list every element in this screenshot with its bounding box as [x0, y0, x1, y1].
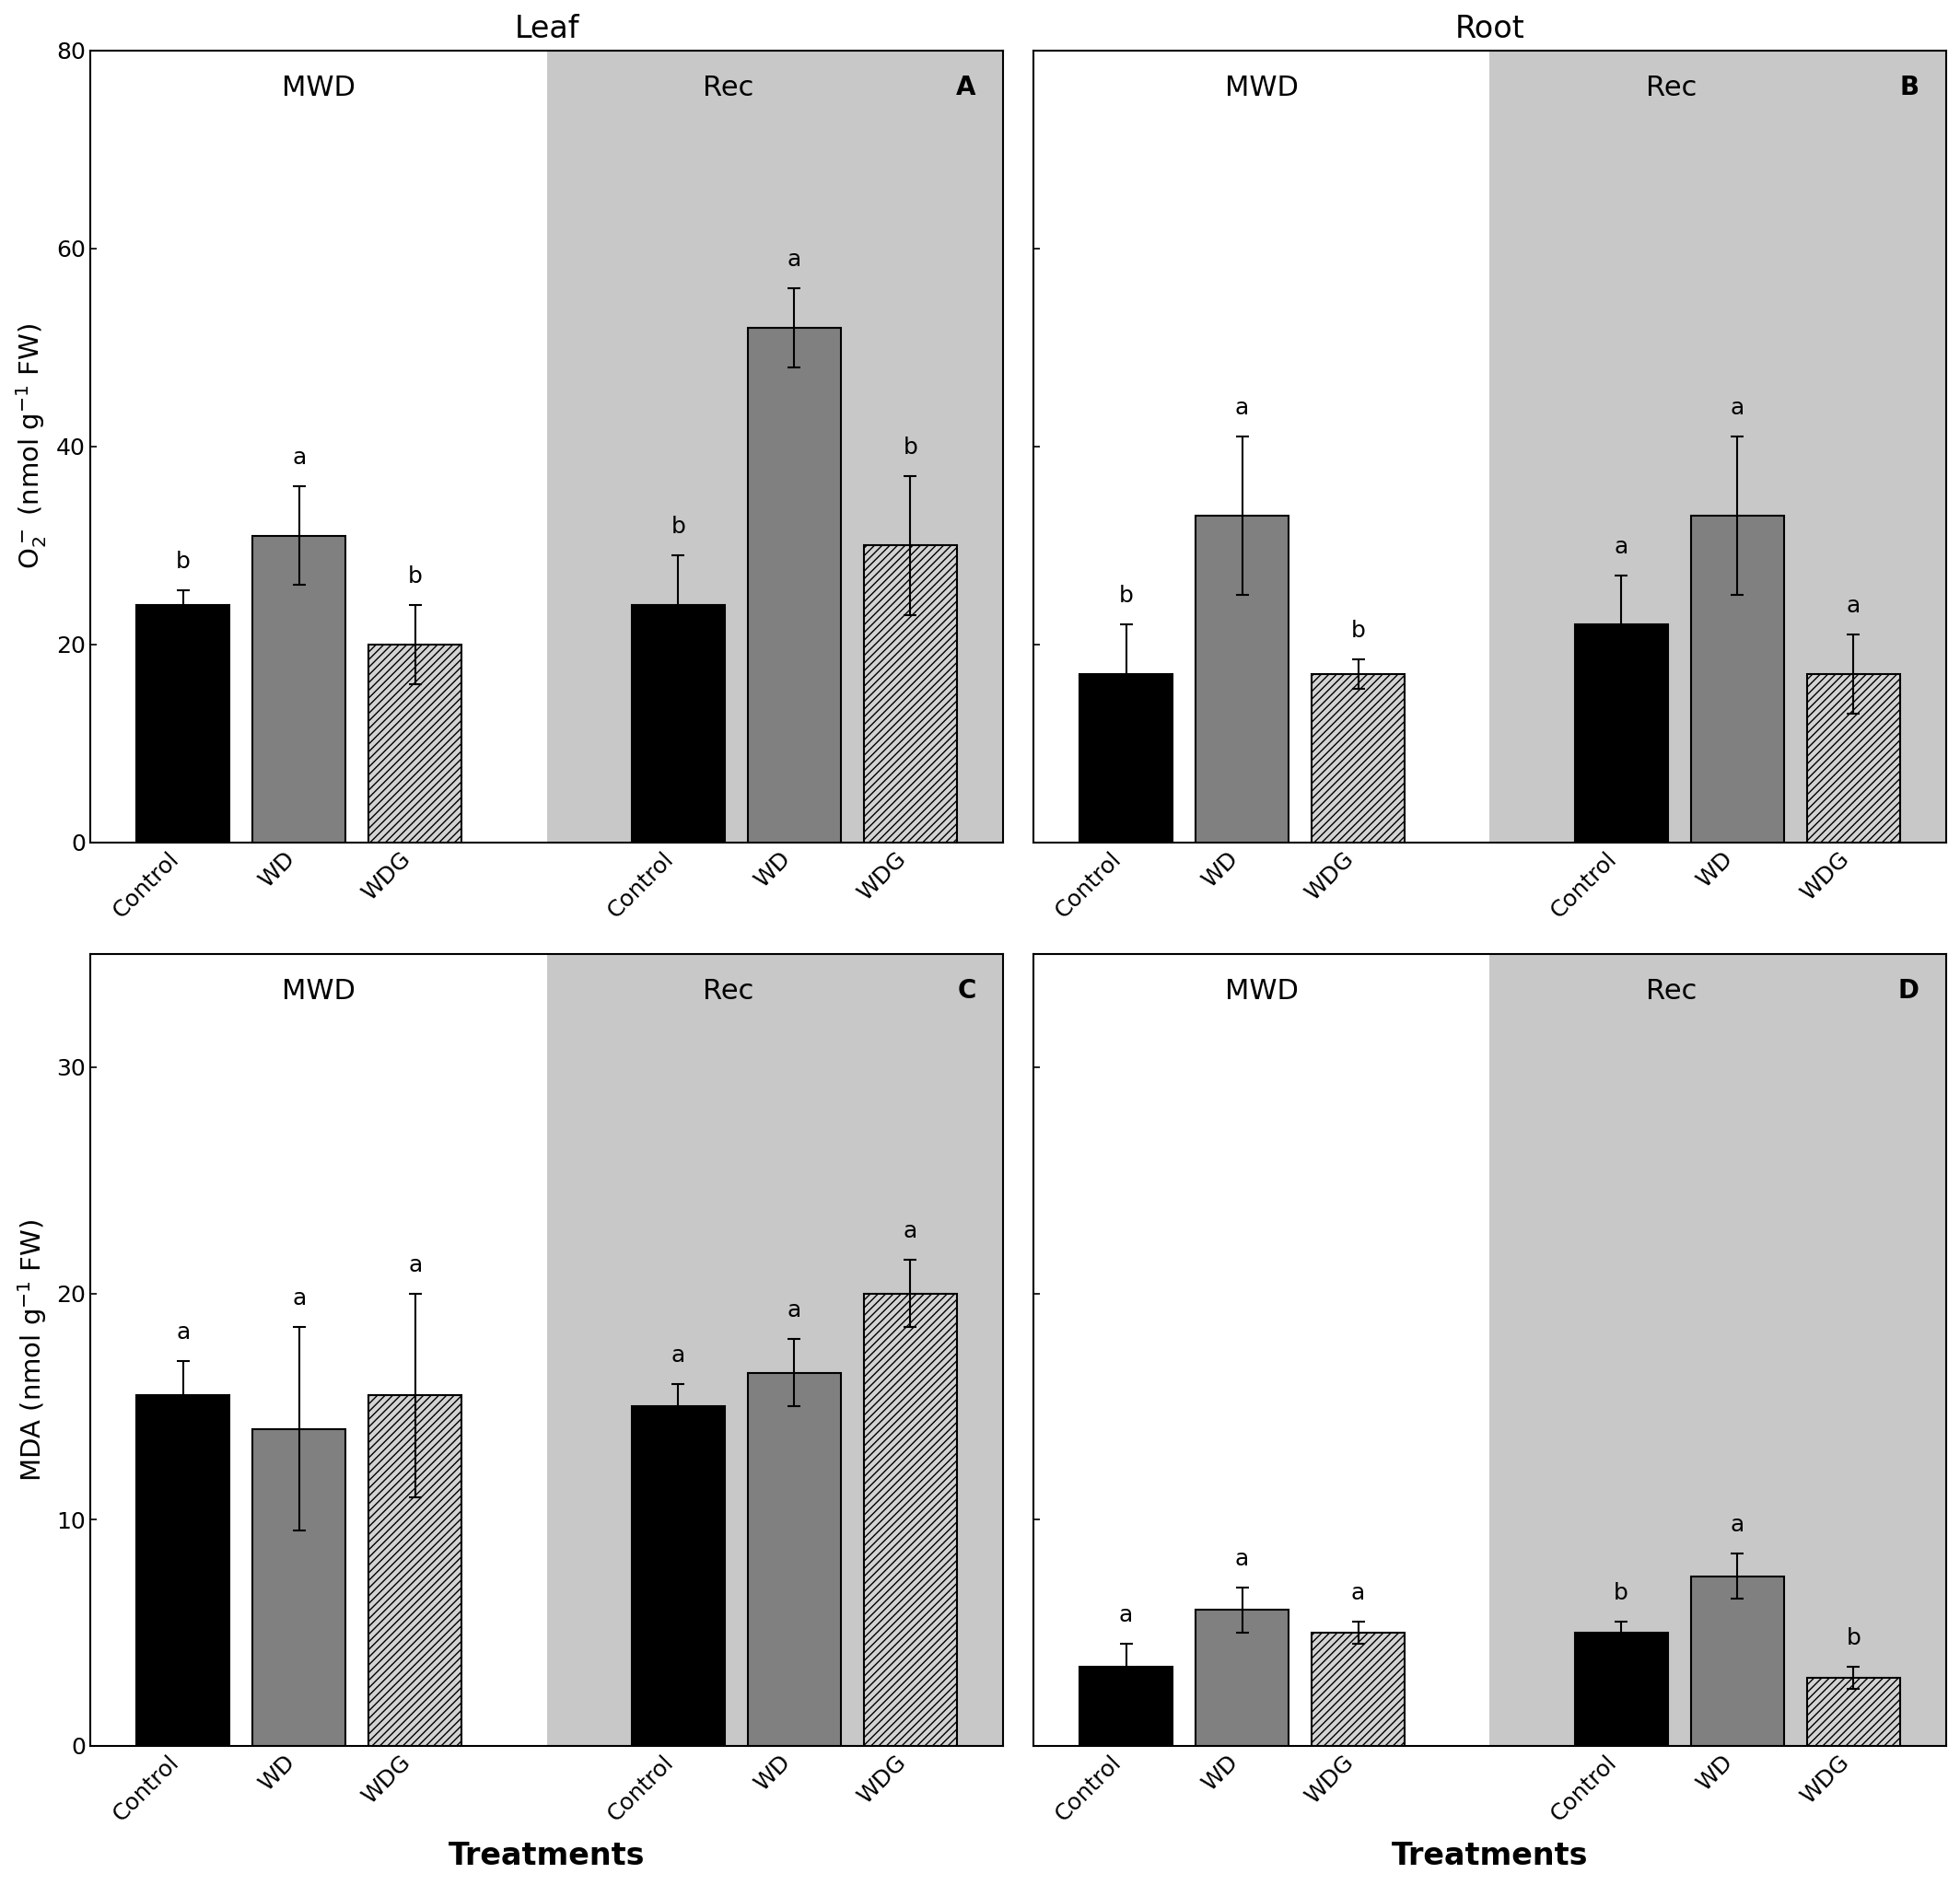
Text: MWD: MWD	[282, 74, 355, 102]
Bar	[1691, 516, 1784, 843]
X-axis label: Treatments: Treatments	[1392, 1842, 1588, 1872]
Text: B: B	[1899, 74, 1919, 100]
Text: A: A	[956, 74, 976, 100]
Bar	[631, 1406, 725, 1746]
Text: b: b	[408, 566, 423, 588]
Title: Leaf: Leaf	[514, 13, 580, 43]
Bar	[1807, 1678, 1899, 1746]
Text: D: D	[1897, 978, 1919, 1003]
Bar	[1574, 1632, 1668, 1746]
Text: Rec: Rec	[704, 74, 755, 102]
Text: MWD: MWD	[282, 978, 355, 1005]
Text: b: b	[1350, 620, 1366, 643]
Text: b: b	[1846, 1627, 1860, 1649]
Bar	[1196, 1610, 1288, 1746]
Text: Rec: Rec	[704, 978, 755, 1005]
Text: a: a	[1731, 398, 1744, 418]
Text: a: a	[1731, 1514, 1744, 1536]
Bar	[749, 328, 841, 843]
Text: C: C	[956, 978, 976, 1003]
Text: b: b	[1119, 584, 1133, 607]
Y-axis label: O$_2^-$ (nmol g$^{-1}$ FW): O$_2^-$ (nmol g$^{-1}$ FW)	[14, 324, 49, 569]
Text: a: a	[176, 1321, 190, 1344]
Text: b: b	[176, 550, 190, 573]
Bar	[1311, 1632, 1405, 1746]
Y-axis label: MDA (nmol g$^{-1}$ FW): MDA (nmol g$^{-1}$ FW)	[16, 1218, 49, 1482]
Text: a: a	[1119, 1604, 1133, 1627]
Bar	[1490, 954, 1960, 1746]
Text: a: a	[292, 447, 306, 469]
Bar	[1311, 675, 1405, 843]
X-axis label: Treatments: Treatments	[449, 1842, 645, 1872]
Bar	[547, 954, 1080, 1746]
Bar	[547, 51, 1080, 843]
Text: b: b	[1613, 1582, 1629, 1604]
Text: Rec: Rec	[1646, 74, 1697, 102]
Bar	[368, 1395, 463, 1746]
Text: a: a	[788, 1299, 802, 1321]
Bar	[137, 1395, 229, 1746]
Bar	[1490, 51, 1960, 843]
Text: MWD: MWD	[1225, 74, 1298, 102]
Bar	[749, 1372, 841, 1746]
Bar	[1080, 675, 1172, 843]
Text: Rec: Rec	[1646, 978, 1697, 1005]
Bar	[1807, 675, 1899, 843]
Text: a: a	[1615, 535, 1629, 558]
Text: a: a	[1235, 1548, 1249, 1570]
Text: a: a	[670, 1344, 686, 1367]
Text: a: a	[1235, 398, 1249, 418]
Bar	[1080, 1666, 1172, 1746]
Bar	[368, 645, 463, 843]
Text: b: b	[904, 437, 917, 458]
Bar	[864, 1293, 956, 1746]
Bar	[631, 605, 725, 843]
Bar	[864, 545, 956, 843]
Text: a: a	[292, 1287, 306, 1310]
Bar	[1196, 516, 1288, 843]
Text: MWD: MWD	[1225, 978, 1298, 1005]
Bar	[1691, 1576, 1784, 1746]
Bar	[1574, 624, 1668, 843]
Bar	[137, 605, 229, 843]
Text: b: b	[670, 516, 686, 537]
Text: a: a	[788, 249, 802, 271]
Text: a: a	[904, 1220, 917, 1242]
Title: Root: Root	[1454, 13, 1525, 43]
Text: a: a	[408, 1254, 421, 1276]
Bar	[253, 535, 345, 843]
Text: a: a	[1846, 596, 1860, 616]
Bar	[253, 1429, 345, 1746]
Text: a: a	[1350, 1582, 1366, 1604]
